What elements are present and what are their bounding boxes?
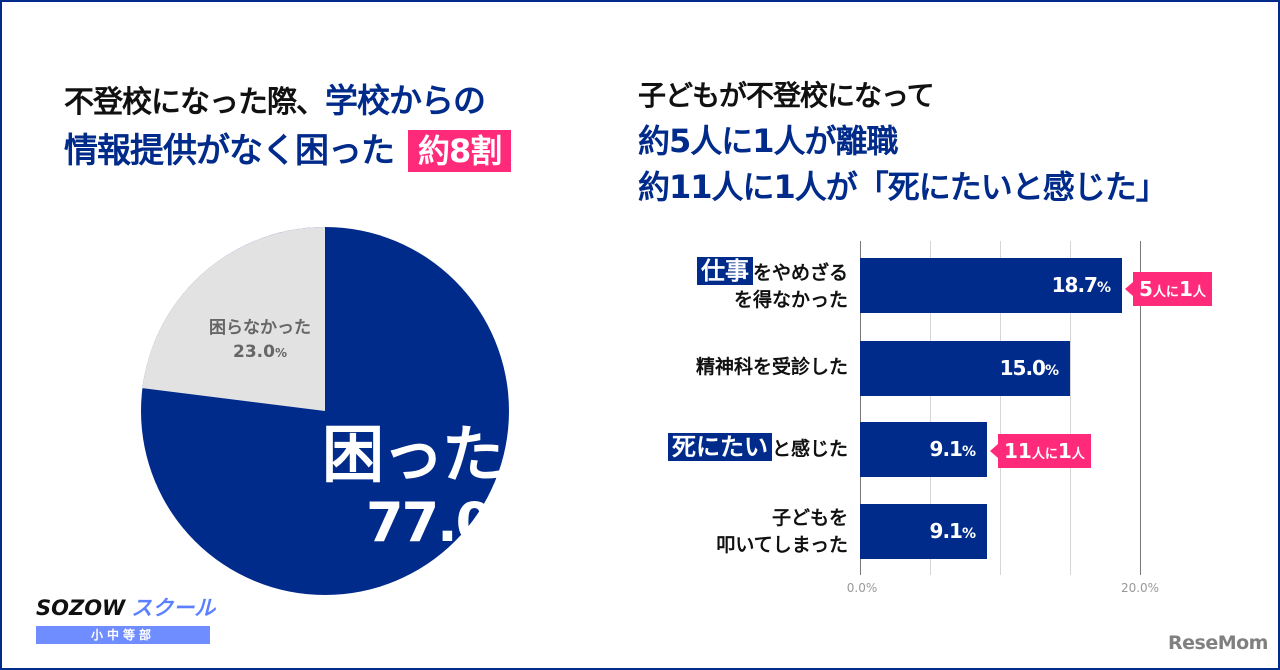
gridline-0	[860, 241, 861, 575]
bar-value: 9.1%	[929, 519, 976, 543]
logo-sub: 小中等部	[36, 626, 210, 644]
bar-label-hit-child: 子どもを 叩いてしまった	[716, 507, 848, 556]
x-tick-20: 20.0%	[1120, 581, 1160, 595]
gridline-10	[1000, 241, 1001, 575]
troubled-label: 困った	[322, 418, 504, 491]
x-tick-0: 0.0%	[846, 581, 878, 595]
left-title: 不登校になった際、学校からの 情報提供がなく困った 約8割	[64, 78, 512, 176]
right-title-line3: 約11人に1人が「死にたいと感じた」	[638, 168, 1168, 206]
logo-name: SOZOW スクール	[36, 596, 216, 620]
right-title-line1: 子どもが不登校になって	[638, 79, 935, 112]
bar-hit-child: 9.1%	[860, 504, 987, 559]
bar-label-suicidal: 死にたい と感じた	[667, 433, 848, 463]
bar-value: 9.1%	[929, 437, 976, 461]
bar-psychiatry: 15.0%	[860, 341, 1070, 396]
right-title: 子どもが不登校になって 約5人に1人が離職 約11人に1人が「死にたいと感じた」	[638, 74, 1168, 210]
left-title-line2-text: 情報提供がなく困った	[64, 131, 395, 171]
gridline-15	[1070, 241, 1071, 575]
pie-slice-not-troubled	[142, 227, 325, 411]
left-title-navy-text: 学校からの	[325, 81, 486, 120]
callout-5-in-1: 5人に1人	[1125, 272, 1212, 306]
right-title-line2: 約5人に1人が離職	[638, 122, 899, 160]
pie-label-not-troubled: 困らなかった 23.0%	[180, 316, 340, 365]
bar-value: 18.7%	[1051, 273, 1111, 297]
pie-chart	[141, 227, 509, 595]
gridline-5	[930, 241, 931, 575]
callout-11-in-1: 11人に1人	[990, 434, 1091, 468]
pie-label-troubled: 困った 77.0%	[322, 418, 517, 564]
troubled-value: 77.0%	[366, 491, 517, 554]
not-troubled-value: 23.0%	[233, 342, 287, 362]
sozow-logo: SOZOW スクール 小中等部	[36, 592, 215, 644]
left-title-black-text: 不登校になった際、	[64, 85, 326, 120]
left-title-badge: 約8割	[408, 130, 512, 172]
bar-label-quit-job: 仕事 をやめざる を得なかった	[696, 257, 848, 314]
gridline-20	[1140, 241, 1141, 575]
not-troubled-label: 困らなかった	[209, 318, 311, 338]
left-title-line2: 情報提供がなく困った 約8割	[64, 126, 512, 176]
left-title-line1: 不登校になった際、学校からの	[64, 78, 511, 126]
bar-suicidal: 9.1%	[860, 422, 987, 477]
resemom-watermark: ReseMom	[1168, 632, 1268, 654]
bar-quit-job: 18.7%	[860, 258, 1122, 313]
bar-value: 15.0%	[999, 356, 1059, 380]
bar-label-psychiatry: 精神科を受診した	[695, 356, 848, 378]
